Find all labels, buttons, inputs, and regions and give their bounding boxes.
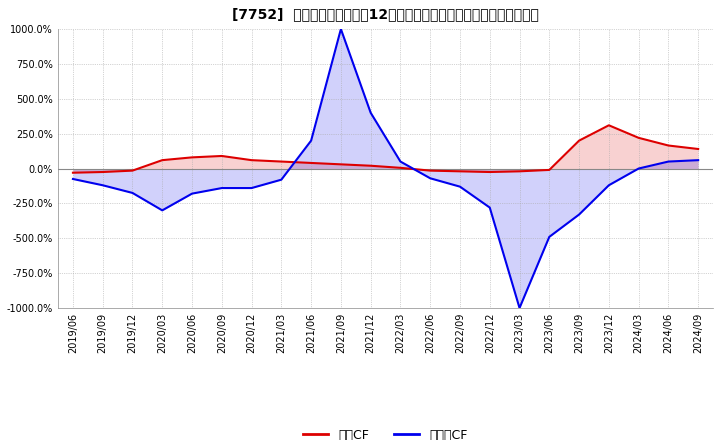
営業CF xyxy=(456,169,464,174)
営業CF xyxy=(128,168,137,173)
フリーCF xyxy=(396,159,405,164)
営業CF xyxy=(485,169,494,175)
営業CF xyxy=(605,123,613,128)
Line: フリーCF: フリーCF xyxy=(73,29,698,308)
営業CF xyxy=(575,138,583,143)
営業CF xyxy=(694,147,703,152)
フリーCF xyxy=(426,176,435,181)
Title: [7752]  キャッシュフローの12か月移動合計の対前年同期増減率の推移: [7752] キャッシュフローの12か月移動合計の対前年同期増減率の推移 xyxy=(232,7,539,21)
営業CF xyxy=(307,160,315,165)
フリーCF xyxy=(307,138,315,143)
フリーCF xyxy=(516,305,524,311)
フリーCF xyxy=(485,205,494,210)
フリーCF xyxy=(366,110,375,115)
フリーCF xyxy=(336,26,345,32)
フリーCF xyxy=(277,177,286,182)
営業CF xyxy=(336,162,345,167)
営業CF xyxy=(217,153,226,158)
営業CF xyxy=(277,159,286,164)
営業CF xyxy=(188,155,197,160)
営業CF xyxy=(247,158,256,163)
フリーCF xyxy=(128,190,137,195)
フリーCF xyxy=(158,208,166,213)
フリーCF xyxy=(188,191,197,196)
営業CF xyxy=(516,169,524,174)
フリーCF xyxy=(664,159,672,164)
営業CF xyxy=(99,169,107,175)
フリーCF xyxy=(575,212,583,217)
フリーCF xyxy=(456,184,464,189)
営業CF xyxy=(396,165,405,170)
フリーCF xyxy=(217,185,226,191)
営業CF xyxy=(634,135,643,140)
Line: 営業CF: 営業CF xyxy=(73,125,698,173)
フリーCF xyxy=(634,166,643,171)
フリーCF xyxy=(545,234,554,239)
フリーCF xyxy=(68,176,77,182)
営業CF xyxy=(545,167,554,172)
営業CF xyxy=(366,163,375,169)
フリーCF xyxy=(694,158,703,163)
営業CF xyxy=(664,143,672,148)
フリーCF xyxy=(99,183,107,188)
営業CF xyxy=(68,170,77,176)
Legend: 営業CF, フリーCF: 営業CF, フリーCF xyxy=(298,424,473,440)
営業CF xyxy=(158,158,166,163)
フリーCF xyxy=(605,183,613,188)
フリーCF xyxy=(247,185,256,191)
営業CF xyxy=(426,168,435,173)
